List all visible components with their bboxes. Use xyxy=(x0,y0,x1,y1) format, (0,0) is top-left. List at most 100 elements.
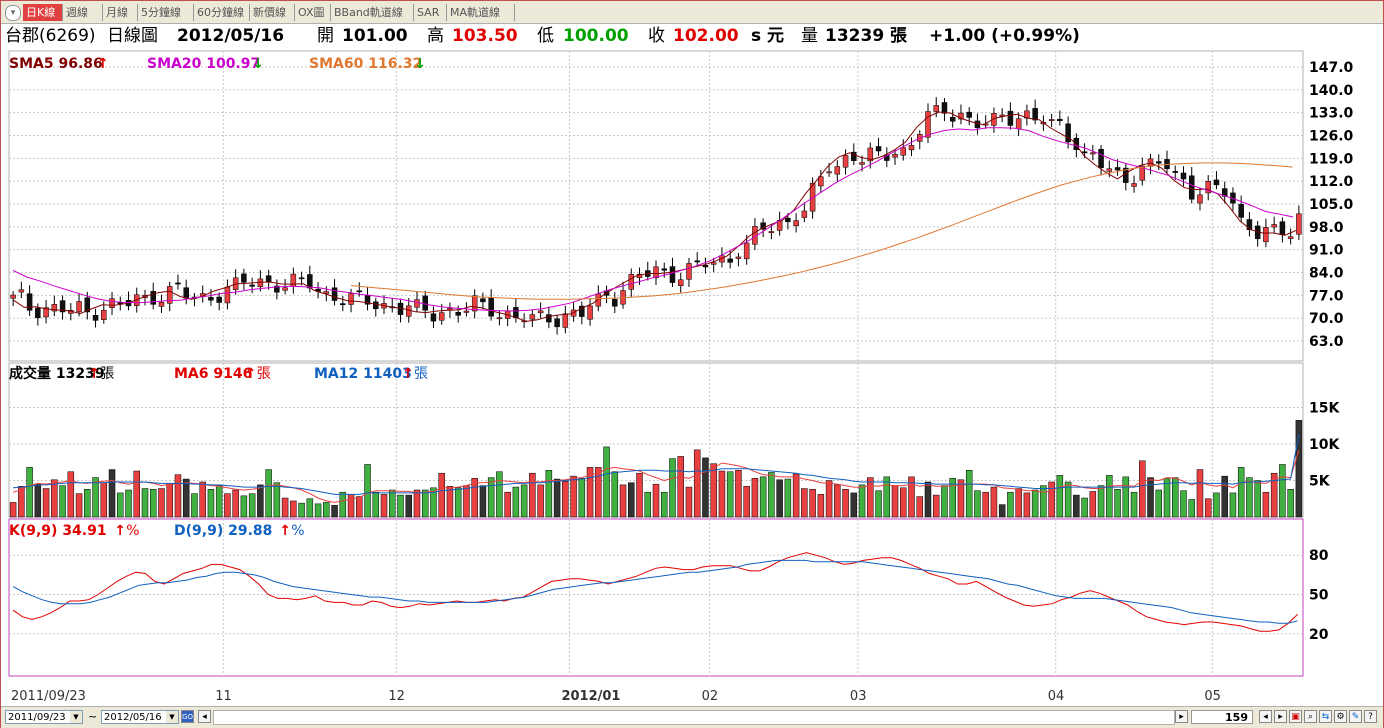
volume-bar xyxy=(1023,492,1031,518)
volume-bar xyxy=(545,470,553,518)
candle-body xyxy=(1263,227,1269,243)
candle-body xyxy=(768,231,775,234)
close-price: 102.00 xyxy=(673,26,739,46)
search-icon[interactable]: ⌕ xyxy=(1304,710,1317,723)
candle-body xyxy=(991,113,997,126)
volume-bar xyxy=(1031,489,1039,518)
end-date-select[interactable]: 2012/05/16 ▼ xyxy=(101,710,179,724)
kd-legend-arrow-1: ↑ xyxy=(279,523,291,539)
tab-0[interactable]: 日K線 xyxy=(23,4,63,21)
candle-body xyxy=(513,307,519,319)
candle-body xyxy=(1048,119,1055,121)
candle-body xyxy=(809,182,816,212)
scroll-right-icon[interactable]: ▸ xyxy=(1175,710,1188,723)
price-legend-1: SMA20 100.97 xyxy=(147,56,260,72)
volume-bar xyxy=(454,487,462,518)
price-legend-arrow-2: ↓ xyxy=(414,56,426,72)
tab-3[interactable]: 5分鐘線 xyxy=(138,4,194,21)
volume-bar xyxy=(1204,498,1212,518)
candle-body xyxy=(1296,213,1302,235)
close-suffix: s 元 xyxy=(751,26,785,46)
volume-bar xyxy=(1048,481,1055,518)
volume-bar xyxy=(900,487,907,518)
volume-bar xyxy=(941,485,948,518)
volume-bar xyxy=(1155,489,1163,518)
volume-bar xyxy=(389,489,396,518)
candle-body xyxy=(579,305,585,317)
tab-1[interactable]: 週線 xyxy=(63,4,103,21)
volume-bar xyxy=(364,464,371,518)
candle-body xyxy=(438,312,445,321)
tab-5[interactable]: 新價線 xyxy=(250,4,295,21)
volume-bar xyxy=(1089,491,1097,518)
volume-bar xyxy=(1270,472,1278,518)
candle-body xyxy=(793,220,799,226)
candle-body xyxy=(546,314,552,323)
volume-bar xyxy=(108,469,116,518)
volume-bar xyxy=(18,486,25,518)
help-icon[interactable]: ? xyxy=(1364,710,1377,723)
volume-bar xyxy=(619,484,627,518)
settings-icon[interactable]: ⚙ xyxy=(1334,710,1347,723)
zoom-in-icon[interactable]: ▸ xyxy=(1274,710,1287,723)
tab-8[interactable]: SAR xyxy=(414,4,447,21)
bar-count[interactable]: 159 xyxy=(1191,710,1253,724)
scroll-left-icon[interactable]: ◂ xyxy=(198,710,211,723)
zoom-out-icon[interactable]: ◂ xyxy=(1259,710,1272,723)
tab-4[interactable]: 60分鐘線 xyxy=(194,4,250,21)
volume-bar xyxy=(298,502,305,518)
volume-bar xyxy=(1180,490,1187,518)
candle-body xyxy=(1221,188,1228,197)
chevron-down-icon[interactable]: ▼ xyxy=(166,711,178,723)
tab-7[interactable]: BBand軌道線 xyxy=(331,4,414,21)
volume-bar xyxy=(182,478,190,518)
candle-body xyxy=(405,305,412,317)
volume-bar xyxy=(1221,475,1228,518)
price-tick-label: 63.0 xyxy=(1309,334,1344,350)
candle-body xyxy=(1057,118,1063,122)
print-icon[interactable]: ▣ xyxy=(1289,710,1302,723)
candle-body xyxy=(1246,219,1253,231)
volume-bar xyxy=(1073,494,1080,518)
sma60-line xyxy=(350,162,1293,300)
chevron-down-icon[interactable]: ▼ xyxy=(70,711,82,723)
volume-bar xyxy=(825,480,833,518)
volume-bar xyxy=(471,478,478,518)
candle-body xyxy=(661,268,667,271)
volume-bar xyxy=(75,493,83,518)
candle-body xyxy=(686,263,692,280)
volume-bar xyxy=(174,474,182,518)
ma12-line xyxy=(13,433,1300,495)
volume-bar xyxy=(710,463,717,518)
chart-canvas: 147.0 140.0 133.0 126.0 119.0 112.0 105.0 98.0 9… xyxy=(8,50,1354,704)
volume-bar xyxy=(693,449,701,518)
end-date-value: 2012/05/16 xyxy=(104,712,162,723)
candle-body xyxy=(1090,152,1096,155)
volume-bar xyxy=(166,483,173,518)
go-icon[interactable]: GO xyxy=(181,710,194,723)
tab-2[interactable]: 月線 xyxy=(103,4,138,21)
sma5-line xyxy=(12,111,1297,322)
candle-body xyxy=(1279,221,1286,235)
tab-menu-chevron-icon[interactable]: ▾ xyxy=(5,5,21,21)
draw-tool-icon[interactable]: ✎ xyxy=(1349,710,1362,723)
start-date-select[interactable]: 2011/09/23 ▼ xyxy=(5,710,83,724)
tab-9[interactable]: MA軌道線 xyxy=(447,4,515,21)
volume-bar xyxy=(413,489,421,518)
price-tick-label: 133.0 xyxy=(1309,106,1354,122)
scrollbar-track[interactable] xyxy=(213,710,1175,725)
tab-6[interactable]: OX圖 xyxy=(295,4,331,21)
compare-icon[interactable]: ⇆ xyxy=(1319,710,1332,723)
volume-bar xyxy=(421,489,429,518)
candle-body xyxy=(677,279,684,287)
candle-body xyxy=(669,266,676,283)
candle-body xyxy=(1287,236,1294,239)
close-label: 收 xyxy=(648,26,665,46)
candle-body xyxy=(92,315,99,321)
candle-body xyxy=(1205,181,1211,194)
volume-bar xyxy=(570,475,577,518)
candle-body xyxy=(430,313,437,322)
volume-bar xyxy=(347,494,355,518)
volume-value: 13239 張 xyxy=(825,26,908,46)
volume-bar xyxy=(405,494,412,518)
